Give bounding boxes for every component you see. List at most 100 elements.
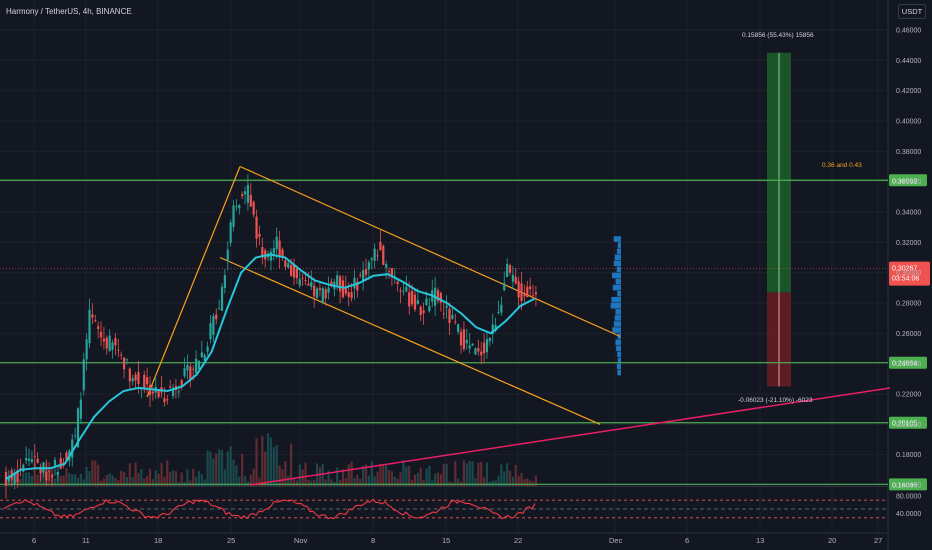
channel-bottom [219,256,601,425]
candle [379,241,382,251]
candle [105,337,108,349]
volume-bar [373,476,376,486]
volume-bar [246,481,250,486]
candle [243,191,247,195]
rsi-line [3,498,536,520]
volume-bar [347,464,350,486]
volume-bar [27,472,31,486]
profile-bin [616,266,621,273]
candle [206,346,209,352]
profile-bin [617,369,621,376]
candle [278,240,281,257]
candle [373,248,376,261]
volume-bar [480,461,483,486]
candle [410,290,414,305]
candle [362,270,365,281]
volume-bar [278,465,281,486]
price-tick-7: 0.32000 [896,240,921,247]
candle [223,275,226,289]
candle [7,478,10,482]
loss-label: -0.06023 (-21.10%) -6023 [738,397,813,404]
currency-button[interactable]: USDT [898,4,926,19]
volume-bar [290,443,293,486]
candle [258,233,261,237]
channel-drawings [146,165,891,486]
candle [229,222,232,243]
candles [4,174,538,499]
volume-bar [255,438,258,486]
volume-bar [321,464,324,486]
candle [189,366,192,380]
price-tick-4: 0.38000 [896,149,921,156]
volume-bar [122,471,126,486]
profile-bin [613,260,621,267]
volume-bar [120,470,123,486]
candle [281,249,284,257]
candle [304,280,307,282]
volume-bar [324,479,327,486]
candle [45,471,48,481]
candle [488,337,491,342]
volume-bar [491,480,494,486]
profile-bin [613,236,621,242]
volume-bar [111,475,114,486]
volume-bar [534,475,538,486]
volume-bar [313,479,316,486]
candle [85,339,88,360]
candle [235,206,238,207]
candle [500,304,503,313]
candle [292,264,296,278]
volume-bar [269,437,273,486]
volume-bar [189,480,192,486]
candle [318,288,322,290]
candle [151,391,154,394]
candle [367,262,370,270]
volume-bar [364,464,368,486]
candle [494,325,497,331]
candle [508,265,512,273]
price-axis: 0.46000 0.44000 0.42000 0.40000 0.38000 0.360… [896,28,921,490]
candle [413,294,417,310]
candle [4,471,8,487]
candle [88,309,91,344]
profile-bin [615,339,621,345]
candle [65,452,68,460]
volume-bar [497,475,500,486]
volume-bar [82,479,85,486]
volume-bar [477,462,480,486]
profile-bin [616,345,621,352]
profile-bin [610,303,621,309]
volume-bar [393,476,396,486]
candle [511,274,514,282]
candle [53,459,57,466]
candle [183,368,186,377]
volume-bar [91,460,94,486]
candle [370,258,373,260]
candle [117,349,120,351]
volume-bar [194,476,198,486]
volume-bar [241,453,244,486]
candle [48,471,51,473]
candle [25,458,28,461]
candle [338,276,342,292]
volume-bar [359,478,362,486]
volume-bar [192,468,195,486]
rsi-panel: 80.0000 40.0000 [0,486,921,520]
candle [13,473,16,485]
level-tag-0 [889,174,927,187]
volume-bar [22,472,25,486]
time-tick-9: 6 [685,536,689,545]
candle [102,338,106,342]
candle [192,368,195,370]
profit-label: 0.15856 (55.43%) 15856 [742,32,814,39]
volume-bar [264,451,267,486]
profile-bin [611,272,621,279]
price-tick-2: 0.42000 [896,88,921,95]
candle [428,305,431,312]
volume-bar [356,474,359,486]
volume-bar [474,478,477,486]
candle [506,263,509,278]
candle [298,279,301,286]
rsi-tick-0: 80.0000 [896,493,921,500]
